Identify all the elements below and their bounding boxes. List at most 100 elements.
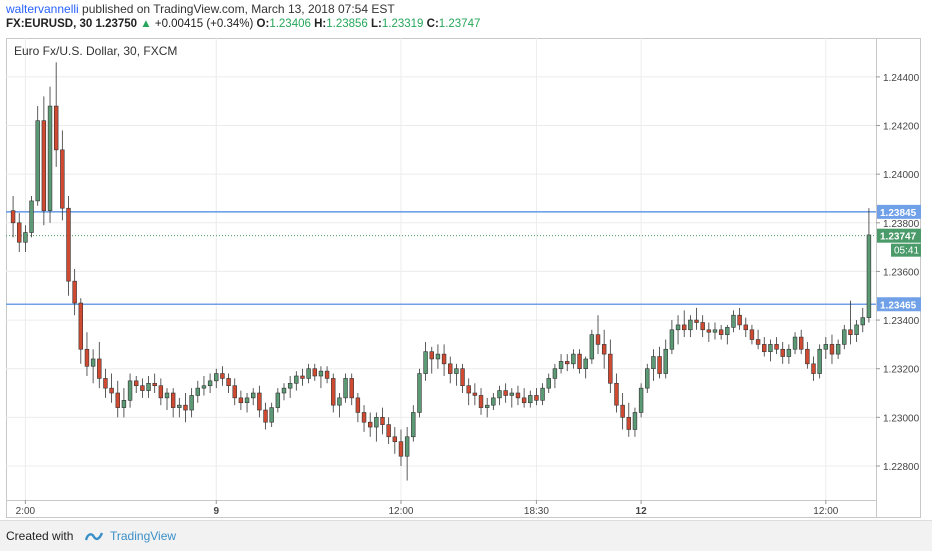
candle-body (441, 353, 447, 365)
created-with-label: Created with (6, 529, 74, 543)
candle-body (423, 351, 428, 374)
x-tick-label: 9 (213, 506, 219, 517)
candle-body (700, 322, 705, 331)
countdown-tag (891, 243, 921, 257)
candle-body (731, 314, 736, 328)
candle-body (706, 329, 712, 333)
candle-body (127, 380, 133, 401)
candle-body (281, 387, 287, 394)
open-value: 1.23406 (269, 18, 311, 30)
candle-body (651, 356, 656, 369)
candle-body (792, 336, 798, 350)
low-label: L: (371, 18, 382, 30)
y-tick-label: 1.24400 (883, 73, 920, 84)
candle-body (755, 339, 761, 345)
candle-body (349, 378, 354, 399)
candle-body (263, 409, 268, 423)
candle-body (540, 387, 545, 401)
y-tick-label: 1.24000 (883, 170, 920, 181)
candle-body (515, 392, 521, 399)
candlestick-chart[interactable]: 1.23845 1.23465 1.23747 05:41 1.24400 1.2420… (6, 38, 921, 518)
candle-body (509, 392, 515, 396)
open-label: O: (256, 18, 270, 30)
candle-body (324, 370, 330, 379)
x-tick-label: 12:00 (388, 506, 413, 517)
candle-body (448, 363, 453, 374)
candle-body (798, 336, 804, 350)
candle-body (472, 392, 478, 396)
level-price-label: 1.23845 (880, 208, 917, 219)
candle-body (10, 210, 16, 224)
candle-body (669, 329, 675, 350)
candle-body (854, 324, 859, 335)
candle-body (626, 417, 632, 430)
y-tick-label: 1.24200 (883, 122, 920, 133)
candle-body (47, 105, 53, 211)
close-label: C: (426, 18, 439, 30)
candle-body (817, 348, 822, 374)
candle-body (164, 392, 170, 399)
candle-body (374, 417, 379, 428)
candle-body (177, 404, 182, 408)
candle-body (343, 378, 348, 399)
candle-body (589, 334, 595, 360)
candle-body (768, 344, 773, 352)
candle-body (386, 424, 391, 438)
candle-body (848, 329, 853, 335)
candle-body (805, 348, 810, 365)
candle-body (361, 412, 367, 423)
candle-body (435, 353, 441, 360)
candle-body (90, 358, 96, 367)
candle-body (534, 395, 539, 401)
candle-body (774, 344, 779, 350)
candle-body (238, 397, 244, 404)
candle-body (60, 149, 65, 209)
candle-body (220, 373, 225, 379)
candle-body (718, 329, 724, 335)
candle-body (269, 407, 274, 423)
candle-body (552, 368, 558, 379)
tradingview-link[interactable]: TradingView (110, 529, 177, 543)
change-up-icon: ▲ (140, 18, 152, 30)
candle-body (546, 378, 551, 389)
y-tick-label: 1.23400 (883, 316, 920, 327)
published-text: published on TradingView.com, March 13, … (82, 2, 395, 16)
countdown-label: 05:41 (894, 246, 919, 257)
candle-body (632, 412, 638, 430)
candle-body (306, 368, 311, 379)
level-price-label: 1.23465 (880, 300, 917, 311)
candle-body (109, 387, 114, 394)
candle-body (558, 361, 564, 369)
high-value: 1.23856 (326, 18, 368, 30)
candle-body (780, 348, 785, 357)
candle-body (226, 378, 231, 387)
candle-body (528, 395, 533, 404)
candle-body (41, 120, 47, 211)
candle-body (595, 334, 601, 345)
candle-body (645, 368, 650, 389)
author-link[interactable]: waltervannelli (6, 2, 79, 16)
candle-body (207, 380, 213, 387)
candle-body (17, 222, 22, 243)
candle-body (608, 353, 613, 384)
footer: Created with TradingView (0, 520, 932, 551)
ohlc-bar: FX:EURUSD, 30 1.23750 ▲ +0.00415 (+0.34%… (6, 18, 480, 30)
candle-body (466, 385, 471, 394)
x-tick-label: 12 (636, 506, 648, 517)
candle-body (484, 404, 490, 408)
candle-body (823, 344, 829, 350)
candle-body (146, 382, 151, 391)
candle-body (97, 358, 102, 379)
chart-frame[interactable]: 1.23845 1.23465 1.23747 05:41 1.24400 1.2420… (6, 38, 921, 518)
candle-body (53, 105, 59, 151)
candle-body (786, 348, 792, 357)
candle-body (275, 392, 281, 408)
change-value: +0.00415 (+0.34%) (154, 18, 254, 30)
candle-body (688, 319, 693, 331)
y-tick-label: 1.23000 (883, 413, 920, 424)
candle-body (380, 417, 385, 425)
candle-body (23, 232, 28, 243)
candle-body (583, 358, 588, 369)
candle-body (158, 385, 164, 399)
